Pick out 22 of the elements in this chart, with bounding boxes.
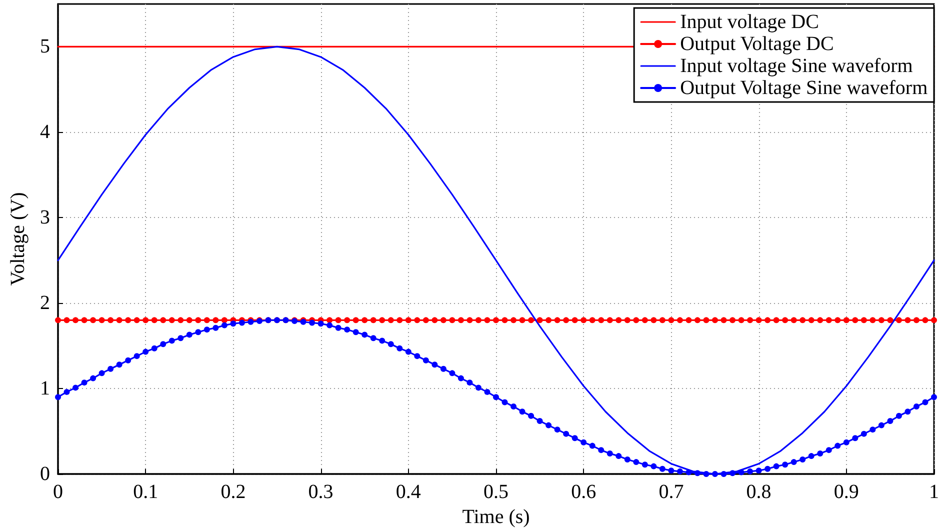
x-tick-label: 0.6: [571, 481, 596, 503]
legend-label: Output Voltage Sine waveform: [680, 77, 928, 99]
x-tick-label: 0.4: [396, 481, 421, 503]
y-tick-label: 5: [40, 36, 50, 58]
legend-label: Input voltage DC: [680, 11, 819, 33]
legend-label: Output Voltage DC: [680, 33, 834, 55]
y-tick-label: 3: [40, 206, 50, 229]
x-tick-label: 0.9: [834, 481, 859, 503]
x-tick-label: 0.2: [220, 481, 246, 503]
legend-label: Input voltage Sine waveform: [680, 55, 914, 77]
x-tick-label: 0.1: [133, 481, 158, 503]
y-tick-label: 2: [40, 292, 50, 314]
x-tick-label: 0.7: [658, 481, 684, 503]
x-axis-title: Time (s): [462, 506, 530, 528]
x-tick-label: 0.3: [308, 481, 334, 503]
y-tick-label: 4: [40, 121, 50, 144]
y-tick-label: 0: [40, 463, 50, 485]
y-axis-title: Voltage (V): [7, 192, 29, 286]
x-tick-label: 0.5: [484, 481, 508, 503]
y-tick-label: 1: [40, 378, 50, 400]
x-tick-label: 0.8: [746, 481, 772, 503]
x-tick-label: 1: [929, 481, 939, 503]
